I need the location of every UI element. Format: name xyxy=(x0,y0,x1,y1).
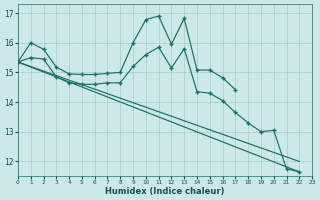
X-axis label: Humidex (Indice chaleur): Humidex (Indice chaleur) xyxy=(105,187,225,196)
